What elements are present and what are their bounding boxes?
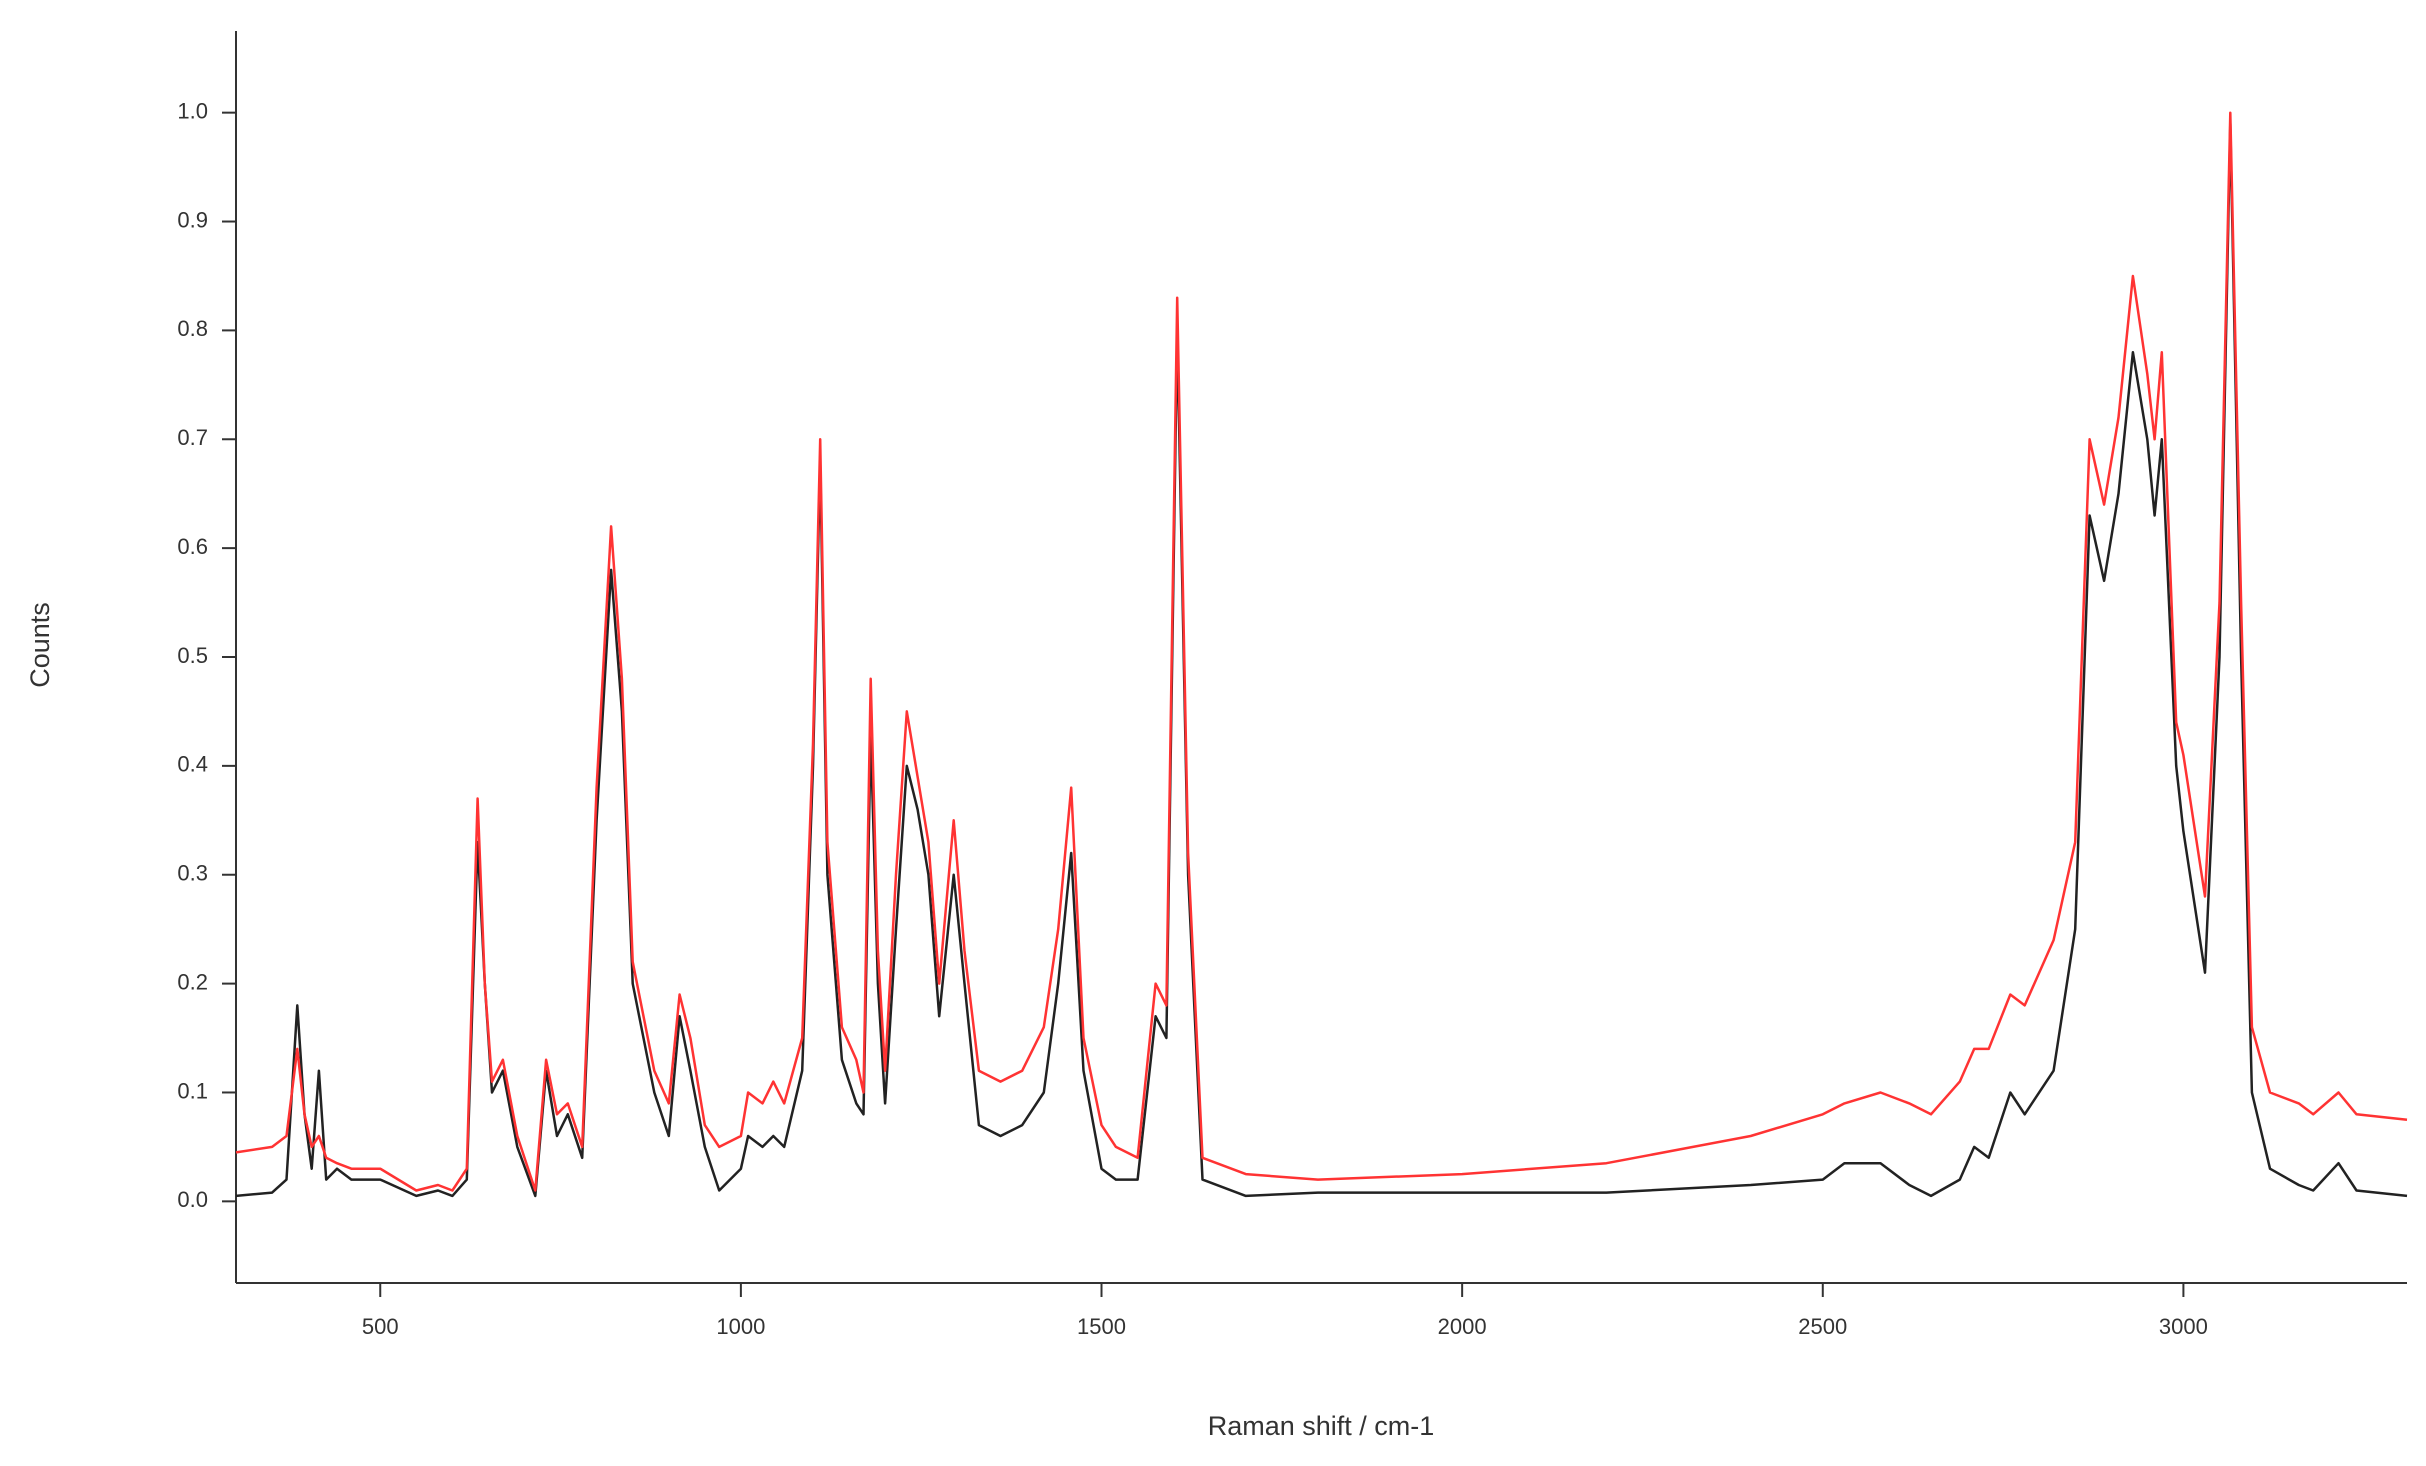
y-tick-label: 0.7: [177, 425, 208, 450]
spectrum-line: [235, 111, 2408, 1192]
y-tick-label: 0.8: [177, 316, 208, 341]
x-tick-label: 1000: [716, 1314, 765, 1339]
x-tick-label: 500: [362, 1314, 399, 1339]
y-tick-label: 0.5: [177, 643, 208, 668]
y-tick-label: 1.0: [177, 98, 208, 123]
x-tick-label: 2500: [1798, 1314, 1847, 1339]
x-tick-label: 1500: [1077, 1314, 1126, 1339]
x-axis-title: Raman shift / cm-1: [1208, 1411, 1435, 1441]
x-tick-label: 2000: [1438, 1314, 1487, 1339]
y-axis-title: Counts: [25, 602, 55, 688]
y-tick-label: 0.2: [177, 969, 208, 994]
y-tick-label: 0.9: [177, 207, 208, 232]
x-tick-label: 3000: [2159, 1314, 2208, 1339]
spectrum-line: [235, 122, 2408, 1198]
y-tick-label: 0.4: [177, 752, 208, 777]
y-tick-label: 0.1: [177, 1078, 208, 1103]
y-tick-label: 0.6: [177, 534, 208, 559]
y-tick-label: 0.3: [177, 861, 208, 886]
y-tick-label: 0.0: [177, 1187, 208, 1212]
